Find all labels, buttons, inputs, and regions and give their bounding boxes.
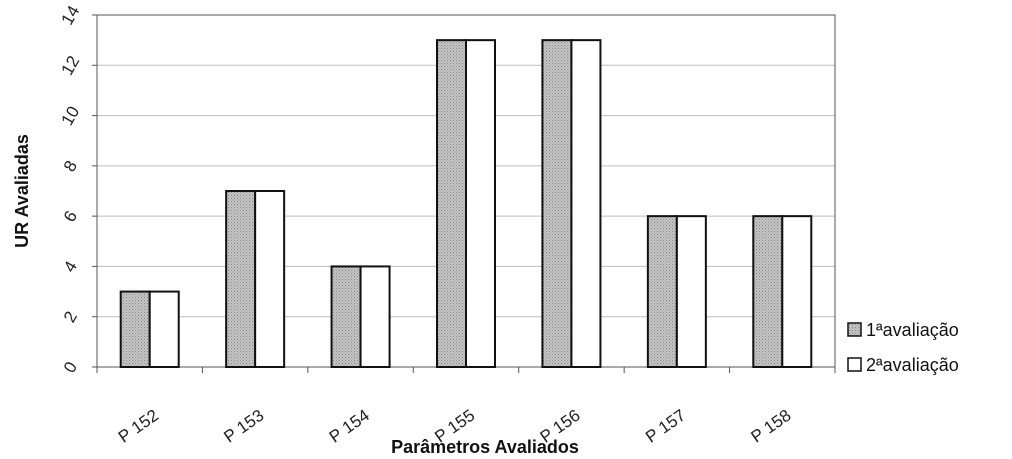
y-tick-label: 10 [57,103,83,129]
y-axis-title: UR Avaliadas [12,134,32,248]
bar-1 [119,290,151,369]
legend: 1ªavaliação 2ªavaliação [847,320,959,375]
bar-2 [781,215,813,368]
bar-1 [752,215,784,368]
y-tick-label: 0 [60,358,81,376]
x-tick-label: P 153 [220,406,267,447]
x-tick-label: P 158 [748,406,795,447]
bar-2 [675,215,707,368]
y-tick-label: 14 [57,2,83,28]
bar-2 [359,265,391,368]
bar-1 [646,215,678,368]
y-tick-label: 4 [60,258,81,276]
bar-1 [330,265,362,368]
bars [119,39,813,369]
legend-swatch-1 [847,322,862,337]
bar-2 [570,39,602,369]
x-tick-label: P 152 [115,406,162,447]
legend-swatch-2 [847,357,862,372]
y-tick-label: 2 [60,308,81,326]
y-axis-ticks: 0 2 4 6 8 10 12 14 [57,2,97,376]
y-tick-label: 8 [60,157,81,175]
y-tick-label: 12 [57,53,83,79]
bar-1 [436,39,467,369]
bar-2 [465,39,496,369]
x-axis-ticks: P 152 P 153 P 154 P 155 P 156 P 157 P 158 [96,367,836,447]
legend-label-2: 2ªavaliação [866,355,959,375]
bar-2 [254,190,286,368]
y-tick-label: 6 [60,208,81,226]
bar-2 [148,290,180,369]
x-tick-label: P 154 [326,406,373,447]
x-axis-title: Parâmetros Avaliados [391,437,579,457]
bar-1 [225,190,257,368]
legend-label-1: 1ªavaliação [866,320,959,340]
bar-1 [541,39,573,369]
x-tick-label: P 157 [642,406,689,447]
